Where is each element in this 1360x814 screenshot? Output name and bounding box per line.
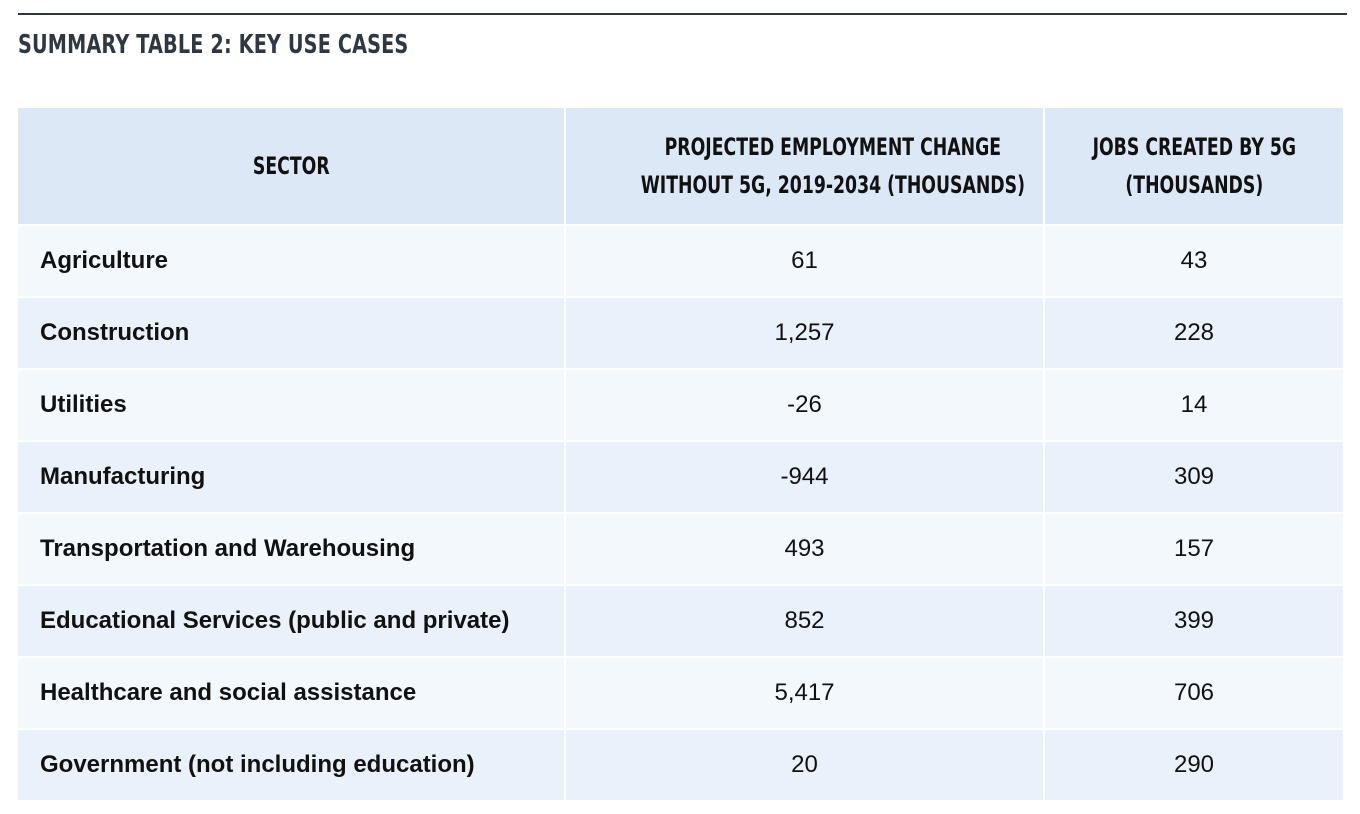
table-row: Transportation and Warehousing 493 157 (18, 512, 1343, 585)
jobs-cell: 157 (1044, 512, 1343, 585)
header-jobs-label: JOBS CREATED BY 5G (THOUSANDS) (1092, 128, 1295, 204)
table-row: Agriculture 61 43 (18, 224, 1343, 297)
projected-cell: 852 (565, 584, 1045, 657)
jobs-cell: 43 (1044, 224, 1343, 297)
table-row: Manufacturing -944 309 (18, 440, 1343, 513)
jobs-cell: 309 (1044, 440, 1343, 513)
projected-cell: 493 (565, 512, 1045, 585)
sector-cell: Construction (18, 296, 566, 369)
header-jobs-created: JOBS CREATED BY 5G (THOUSANDS) (1044, 108, 1343, 225)
header-projected-employment: PROJECTED EMPLOYMENT CHANGE WITHOUT 5G, 2… (565, 108, 1045, 225)
table-row: Construction 1,257 228 (18, 296, 1343, 369)
table-row: Utilities -26 14 (18, 368, 1343, 441)
table-row: Educational Services (public and private… (18, 584, 1343, 657)
projected-cell: 1,257 (565, 296, 1045, 369)
projected-cell: 20 (565, 728, 1045, 800)
table-title: SUMMARY TABLE 2: KEY USE CASES (18, 30, 409, 60)
sector-cell: Manufacturing (18, 440, 566, 513)
jobs-cell: 228 (1044, 296, 1343, 369)
jobs-cell: 290 (1044, 728, 1343, 800)
projected-cell: 61 (565, 224, 1045, 297)
header-sector: SECTOR (18, 108, 566, 225)
header-projected-line2: WITHOUT 5G, 2019-2034 (THOUSANDS) (640, 171, 1025, 199)
table-row: Government (not including education) 20 … (18, 728, 1343, 800)
sector-cell: Educational Services (public and private… (18, 584, 566, 657)
top-rule (18, 13, 1347, 15)
sector-cell: Agriculture (18, 224, 566, 297)
sector-cell: Healthcare and social assistance (18, 656, 566, 729)
header-projected-line1: PROJECTED EMPLOYMENT CHANGE (664, 133, 1002, 161)
projected-cell: -26 (565, 368, 1045, 441)
header-projected-label: PROJECTED EMPLOYMENT CHANGE WITHOUT 5G, 2… (641, 128, 1025, 204)
jobs-cell: 706 (1044, 656, 1343, 729)
key-use-cases-table: SECTOR PROJECTED EMPLOYMENT CHANGE WITHOU… (18, 108, 1343, 800)
projected-cell: -944 (565, 440, 1045, 513)
jobs-cell: 399 (1044, 584, 1343, 657)
header-sector-label: SECTOR (252, 152, 330, 180)
projected-cell: 5,417 (565, 656, 1045, 729)
header-jobs-line2: (THOUSANDS) (1125, 171, 1263, 199)
table-row: Healthcare and social assistance 5,417 7… (18, 656, 1343, 729)
sector-cell: Transportation and Warehousing (18, 512, 566, 585)
header-row: SECTOR PROJECTED EMPLOYMENT CHANGE WITHOU… (18, 108, 1343, 225)
sector-cell: Government (not including education) (18, 728, 566, 800)
sector-cell: Utilities (18, 368, 566, 441)
jobs-cell: 14 (1044, 368, 1343, 441)
header-jobs-line1: JOBS CREATED BY 5G (1092, 133, 1296, 161)
